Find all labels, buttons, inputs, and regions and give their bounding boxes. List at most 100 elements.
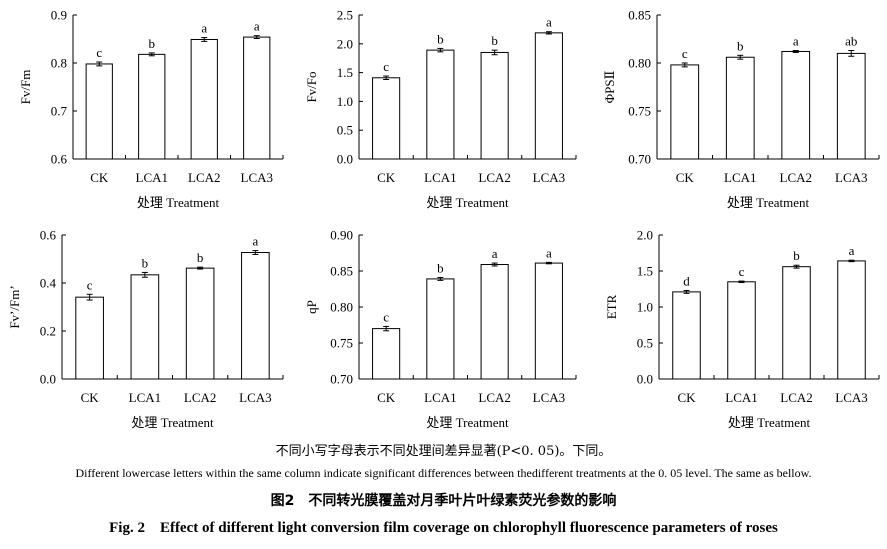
significance-letter: a (492, 246, 498, 261)
y-axis-label: Fv’/Fm’ (7, 285, 22, 328)
bar (837, 260, 866, 380)
y-tick-label: 1.5 (337, 65, 353, 80)
bar (185, 267, 215, 380)
significance-letter: b (793, 248, 800, 263)
significance-letter: a (201, 21, 207, 36)
significance-letter: a (254, 19, 260, 34)
y-tick-label: 0.0 (337, 152, 353, 167)
figure-title-cn: 图2 不同转光膜覆盖对月季叶片叶绿素荧光参数的影响 (270, 493, 617, 509)
significance-letter: a (252, 234, 258, 249)
significance-letter: a (849, 243, 855, 258)
caption-note-cn: 不同小写字母表示不同处理间差异显著(P<0. 05)。下同。 (275, 444, 612, 459)
y-tick-label: 0.5 (337, 123, 353, 138)
figure-title-en: Fig. 2 Effect of different light convers… (109, 520, 778, 536)
significance-letter: b (491, 33, 498, 48)
y-tick-label: 2.0 (637, 228, 653, 243)
chart-panel-6: 0.0 0.5 1.0 1.5 2.0 ETR d CK c LCA1 b LCA2 a LCA3 处理 T… (604, 228, 880, 430)
x-axis-label: 处理 Treatment (137, 195, 220, 210)
y-tick-label: 0.0 (40, 372, 56, 387)
bar (241, 252, 270, 380)
significance-letter: a (546, 245, 552, 260)
x-tick-label: LCA2 (780, 390, 813, 405)
x-tick-label: LCA3 (533, 170, 566, 185)
x-tick-label: LCA3 (835, 390, 868, 405)
x-tick-label: CK (81, 390, 100, 405)
bar (243, 36, 271, 160)
x-tick-label: LCA2 (478, 390, 511, 405)
bar (534, 32, 563, 160)
significance-letter: a (793, 34, 799, 49)
significance-letter: c (87, 277, 93, 292)
significance-letter: d (683, 273, 690, 288)
significance-letter: c (739, 264, 745, 279)
significance-letter: c (383, 309, 389, 324)
x-tick-label: CK (377, 170, 396, 185)
significance-letter: b (437, 31, 444, 46)
y-tick-label: 0.80 (330, 300, 353, 315)
bar (85, 63, 113, 160)
bar (672, 291, 701, 380)
bar (372, 328, 401, 380)
y-tick-label: 0.5 (637, 336, 653, 351)
bar (130, 274, 160, 380)
significance-letter: b (197, 250, 204, 265)
bar (725, 56, 755, 160)
bar (138, 53, 166, 160)
y-tick-label: 0.2 (40, 324, 56, 339)
y-tick-label: 0.6 (40, 228, 57, 243)
y-axis-label: Fv/Fm (18, 70, 33, 105)
x-tick-label: CK (377, 390, 396, 405)
bar (372, 77, 401, 160)
x-axis-label: 处理 Treatment (426, 415, 509, 430)
y-tick-label: 2.0 (337, 36, 353, 51)
x-axis-label: 处理 Treatment (131, 415, 214, 430)
significance-letter: a (546, 15, 552, 30)
bar (480, 51, 509, 160)
bar (670, 64, 700, 160)
significance-letter: c (96, 45, 102, 60)
bar (426, 278, 455, 380)
bar (426, 49, 455, 160)
x-tick-label: LCA3 (241, 170, 274, 185)
y-tick-label: 0.0 (637, 372, 653, 387)
chart-panel-4: 0.0 0.2 0.4 0.6 Fv’/Fm’ c CK b LCA1 b LCA2 a LCA3 处理 … (7, 228, 284, 430)
chart-panel-5: 0.70 0.75 0.80 0.85 0.90 qP c CK b LCA1 a LCA2 a LCA3… (304, 228, 577, 430)
significance-letter: b (437, 260, 444, 275)
y-tick-label: 0.7 (51, 104, 68, 119)
x-tick-label: CK (676, 170, 695, 185)
x-tick-label: LCA1 (129, 390, 162, 405)
x-tick-label: LCA3 (533, 390, 566, 405)
y-tick-label: 0.75 (330, 336, 353, 351)
y-tick-label: 0.9 (51, 8, 67, 23)
x-tick-label: LCA2 (184, 390, 217, 405)
significance-letter: b (737, 38, 744, 53)
significance-letter: c (383, 59, 389, 74)
y-tick-label: 0.85 (628, 8, 651, 23)
y-axis-label: qP (304, 300, 319, 314)
y-tick-label: 0.85 (330, 264, 353, 279)
x-tick-label: LCA1 (724, 170, 757, 185)
significance-letter: c (682, 46, 688, 61)
x-axis-label: 处理 Treatment (727, 195, 810, 210)
significance-letter: b (149, 36, 156, 51)
significance-letter: ab (845, 34, 857, 49)
chart-panel-2: 0.0 0.5 1.0 1.5 2.0 2.5 Fv/Fo c CK b LCA1 b LCA2 a LCA… (304, 8, 577, 210)
y-axis-label: ETR (604, 294, 619, 319)
bar (836, 52, 866, 160)
chart-panel-3: 0.70 0.75 0.80 0.85 ΦPSⅡ c CK b LCA1 a LCA2 ab LCA3 处… (602, 8, 880, 210)
bar (75, 296, 104, 380)
chart-grid: 0.6 0.7 0.8 0.9 Fv/Fm c CK b LCA1 a LCA2 a LCA3 处理 Tr… (7, 8, 880, 430)
x-axis-label: 处理 Treatment (728, 415, 811, 430)
significance-letter: b (142, 255, 149, 270)
x-tick-label: LCA2 (188, 170, 221, 185)
y-tick-label: 0.6 (51, 152, 68, 167)
y-tick-label: 0.8 (51, 56, 67, 71)
x-axis-label: 处理 Treatment (426, 195, 509, 210)
y-tick-label: 0.90 (330, 228, 353, 243)
x-tick-label: LCA3 (239, 390, 272, 405)
x-tick-label: LCA3 (835, 170, 868, 185)
y-tick-label: 0.70 (330, 372, 353, 387)
y-tick-label: 0.4 (40, 276, 57, 291)
x-tick-label: CK (677, 390, 696, 405)
y-tick-label: 1.5 (637, 264, 653, 279)
